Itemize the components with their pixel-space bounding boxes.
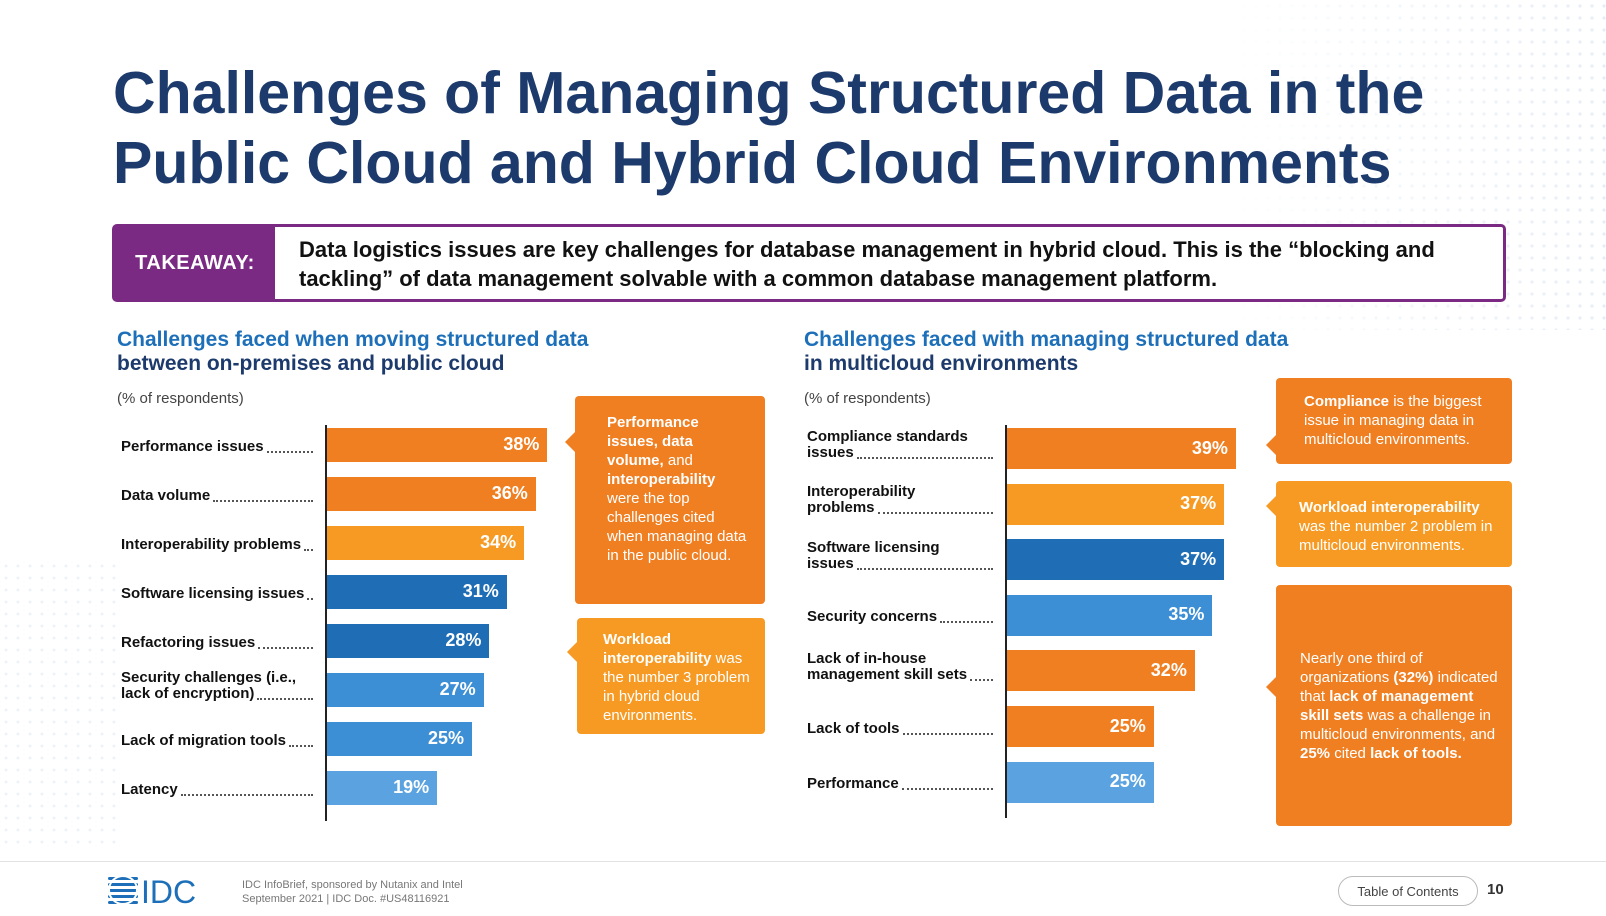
right-chart-category-label: Lack of in-house management skill sets	[807, 649, 968, 683]
right-chart-bar-value-label: 32%	[1150, 659, 1187, 680]
right-chart-leader-dots	[856, 567, 993, 570]
left-chart-bar-value-label: 34%	[480, 532, 517, 552]
right-chart-leader-dots	[901, 788, 993, 791]
left-chart-bar-value-label: 38%	[503, 434, 540, 454]
left-chart-title-line1: Challenges faced when moving structured …	[117, 328, 589, 351]
left-callout-pointer	[567, 642, 577, 662]
left-chart-leader-dots	[304, 549, 313, 551]
left-callout-text: Performance issues, data volume, and int…	[607, 414, 747, 564]
right-chart-category-label: Lack of tools	[807, 719, 900, 737]
footer-text: IDC InfoBrief, sponsored by Nutanix and …	[242, 878, 463, 906]
takeaway-label: TAKEAWAY:	[115, 227, 275, 299]
right-chart-category-label: Compliance standards issues	[807, 427, 968, 461]
right-chart-title: Challenges faced with managing structure…	[804, 328, 1288, 376]
left-chart-category-label: Data volume	[121, 487, 211, 504]
right-callout-box: Nearly one third of organizations (32%) …	[1266, 585, 1512, 826]
right-chart-category-label: Interoperability problems	[807, 483, 916, 517]
right-chart-bar	[1007, 594, 1213, 636]
left-chart-bar-value-label: 28%	[445, 630, 482, 650]
left-chart-bar-value-label: 19%	[393, 777, 430, 797]
right-chart-subtitle: (% of respondents)	[804, 390, 931, 407]
right-chart-bar-value-label: 37%	[1180, 548, 1217, 569]
left-chart-bar	[327, 771, 438, 805]
right-chart-bar-value-label: 25%	[1109, 771, 1146, 792]
left-chart-title-line2: between on-premises and public cloud	[117, 352, 505, 375]
decorative-dot-pattern-left	[0, 560, 120, 850]
left-chart-bar-value-label: 25%	[427, 728, 464, 748]
right-chart-bar-value-label: 25%	[1109, 715, 1146, 736]
left-chart-subtitle: (% of respondents)	[117, 390, 244, 407]
left-callout-pointer	[565, 432, 575, 452]
right-chart-leader-dots	[856, 456, 993, 459]
left-chart-bar	[327, 575, 507, 609]
right-chart-leader-dots	[970, 678, 993, 681]
left-callout-box: Workload interoperability was the number…	[567, 618, 765, 734]
left-chart-leader-dots	[266, 451, 313, 453]
page-title: Challenges of Managing Structured Data i…	[113, 60, 1425, 196]
left-chart-leader-dots	[213, 500, 313, 502]
left-chart-bar	[327, 526, 525, 560]
right-chart-axis	[1005, 425, 1007, 819]
right-chart-category-label: Software licensing issues	[807, 538, 940, 572]
left-chart-leader-dots	[257, 698, 313, 700]
right-chart-title-line1: Challenges faced with managing structure…	[804, 328, 1289, 351]
left-chart-bar-value-label: 31%	[462, 581, 499, 601]
left-chart-bar-value-label: 27%	[439, 679, 476, 699]
right-callout-pointer	[1266, 496, 1276, 516]
page-number: 10	[1487, 881, 1504, 898]
right-chart-bar	[1007, 483, 1225, 525]
takeaway-text: Data logistics issues are key challenges…	[299, 237, 1435, 291]
left-chart-category-label: Latency	[121, 781, 178, 798]
right-chart-category-label: Security concerns	[807, 608, 938, 626]
left-chart-leader-dots	[180, 794, 313, 796]
idc-logo-text: IDC	[141, 874, 196, 907]
right-callout-text: Nearly one third of organizations (32%) …	[1300, 649, 1498, 762]
right-chart-bar-value-label: 35%	[1168, 604, 1205, 625]
right-chart-bar	[1007, 761, 1154, 803]
left-chart-bar-value-label: 36%	[491, 483, 528, 503]
left-chart-bar	[327, 624, 490, 658]
left-chart-bar	[327, 428, 548, 462]
right-chart-leader-dots	[902, 732, 993, 735]
footer-line1: IDC InfoBrief, sponsored by Nutanix and …	[242, 879, 463, 891]
left-callout-box: Performance issues, data volume, and int…	[565, 396, 765, 604]
left-chart-title: Challenges faced when moving structured …	[117, 328, 588, 376]
footer-line2: September 2021 | IDC Doc. #US48116921	[242, 893, 450, 905]
right-callout-text: Compliance is the biggest issue in manag…	[1304, 393, 1482, 448]
left-chart-leader-dots	[307, 598, 313, 600]
right-chart-bar-value-label: 37%	[1180, 493, 1217, 514]
idc-logo: IDC	[108, 874, 196, 907]
right-callout-pointer	[1266, 677, 1276, 697]
takeaway-box: TAKEAWAY: Data logistics issues are key …	[112, 224, 1506, 302]
footer-divider	[0, 861, 1606, 862]
right-chart-category-label: Performance	[807, 775, 899, 793]
left-chart-category-label: Performance issues	[121, 438, 264, 455]
left-chart-leader-dots	[289, 745, 313, 747]
left-chart-bar	[327, 722, 472, 756]
left-chart-category-label: Software licensing issues	[121, 585, 305, 602]
right-callout-text: Workload interoperability was the number…	[1299, 499, 1493, 554]
left-chart-leader-dots	[258, 647, 313, 649]
left-chart-category-label: Security challenges (i.e., lack of encry…	[121, 669, 297, 702]
table-of-contents-button[interactable]: Table of Contents	[1338, 876, 1478, 906]
right-callout-box: Workload interoperability was the number…	[1266, 481, 1512, 567]
right-chart-title-line2: in multicloud environments	[804, 352, 1079, 375]
left-chart-bar	[327, 673, 484, 707]
left-callout-text: Workload interoperability was the number…	[603, 631, 750, 724]
left-chart-axis	[325, 425, 327, 821]
left-chart-bar	[327, 477, 536, 511]
left-chart-category-label: Refactoring issues	[121, 634, 256, 651]
right-callout-pointer	[1266, 435, 1276, 455]
right-chart-bar-value-label: 39%	[1191, 437, 1228, 458]
right-chart-bar	[1007, 650, 1195, 692]
right-chart-bar	[1007, 539, 1225, 581]
right-callout-box: Compliance is the biggest issue in manag…	[1266, 378, 1512, 464]
right-chart-leader-dots	[877, 512, 993, 515]
right-chart-bar	[1007, 428, 1236, 469]
right-chart-leader-dots	[940, 621, 993, 624]
left-chart-category-label: Interoperability problems	[121, 536, 302, 553]
left-chart-category-label: Lack of migration tools	[121, 732, 287, 749]
right-chart-bar	[1007, 706, 1154, 747]
